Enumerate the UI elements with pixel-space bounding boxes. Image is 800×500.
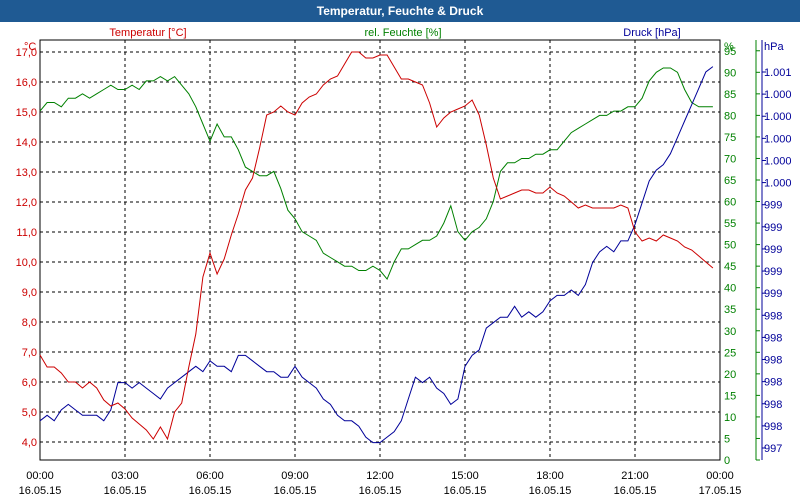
series-line-press: [39, 66, 714, 444]
pressure-tick-label: 999: [764, 222, 782, 234]
humidity-tick-label: 70: [724, 153, 736, 165]
plot-border: [39, 39, 721, 461]
axis-titles: Temperatur [°C] rel. Feuchte [%] Druck [hP…: [24, 27, 784, 53]
humidity-axis-title: rel. Feuchte [%]: [364, 27, 441, 39]
humidity-tick-label: 75: [724, 132, 736, 144]
humidity-tick-label: 65: [724, 175, 736, 187]
plot-frame: [39, 39, 763, 461]
humidity-tick-label: 35: [724, 304, 736, 316]
temp-tick-label: 6,0: [22, 377, 37, 389]
humidity-tick-label: 50: [724, 240, 736, 252]
time-tick-label: 00:00: [706, 470, 734, 482]
humidity-axis: 0 5 10 15 20 25 30 35 40 45 50 55 60 65 70 75 80 85 90 95: [724, 46, 760, 467]
series-line-temp: [39, 51, 714, 441]
temp-tick-label: 4,0: [22, 437, 37, 449]
pressure-tick-label: 999: [764, 200, 782, 212]
pressure-tick-label: 999: [764, 244, 782, 256]
time-tick-label: 21:00: [621, 470, 649, 482]
date-tick-label: 16.05.15: [274, 485, 317, 497]
pressure-tick-label: 1.001: [764, 67, 792, 79]
pressure-tick-label: 1.000: [764, 89, 792, 101]
humidity-tick-label: 5: [724, 433, 730, 445]
temp-tick-label: 5,0: [22, 407, 37, 419]
temp-axis: 4,0 5,0 6,0 7,0 8,0 9,0 10,0 11,0 12,0 13,0 14,0 15…: [16, 47, 37, 449]
time-tick-label: 15:00: [451, 470, 479, 482]
pressure-tick-label: 1.000: [764, 178, 792, 190]
temp-tick-label: 12,0: [16, 197, 37, 209]
time-tick-label: 12:00: [366, 470, 394, 482]
date-tick-label: 16.05.15: [359, 485, 402, 497]
pressure-tick-label: 998: [764, 332, 782, 344]
humidity-tick-label: 85: [724, 89, 736, 101]
humidity-tick-label: 20: [724, 369, 736, 381]
time-tick-label: 06:00: [196, 470, 224, 482]
series-line-hum: [39, 67, 713, 281]
humidity-tick-label: 45: [724, 261, 736, 273]
temp-tick-label: 16,0: [16, 77, 37, 89]
pressure-axis: 997 998 998 998 998 998 998 999 999 999 999 999 1.00…: [762, 67, 792, 455]
temp-tick-label: 13,0: [16, 167, 37, 179]
temp-tick-label: 14,0: [16, 137, 37, 149]
time-tick-label: 09:00: [281, 470, 309, 482]
humidity-tick-label: 15: [724, 390, 736, 402]
temp-tick-label: 8,0: [22, 317, 37, 329]
temp-tick-label: 10,0: [16, 257, 37, 269]
chart-title: Temperatur, Feuchte & Druck: [0, 0, 800, 22]
pressure-tick-label: 1.000: [764, 111, 792, 123]
pressure-tick-label: 998: [764, 310, 782, 322]
time-tick-label: 03:00: [111, 470, 139, 482]
date-tick-label: 16.05.15: [104, 485, 147, 497]
date-tick-label: 17.05.15: [699, 485, 742, 497]
temp-tick-label: 7,0: [22, 347, 37, 359]
temp-tick-label: 17,0: [16, 47, 37, 59]
humidity-tick-label: 60: [724, 197, 736, 209]
time-tick-label: 00:00: [26, 470, 54, 482]
pressure-tick-label: 999: [764, 288, 782, 300]
pressure-axis-title: Druck [hPa]: [623, 27, 680, 39]
pressure-tick-label: 998: [764, 355, 782, 367]
date-tick-label: 16.05.15: [444, 485, 487, 497]
temp-tick-label: 11,0: [16, 227, 37, 239]
time-axis: 00:00 16.05.15 03:00 16.05.15 06:00 16.05.15 0…: [19, 470, 742, 497]
temp-axis-title: Temperatur [°C]: [109, 27, 186, 39]
humidity-unit-label: %: [724, 41, 734, 53]
humidity-tick-label: 0: [724, 455, 730, 467]
temp-tick-label: 9,0: [22, 287, 37, 299]
temp-unit-label: °C: [24, 41, 36, 53]
humidity-tick-label: 55: [724, 218, 736, 230]
humidity-tick-label: 10: [724, 412, 736, 424]
pressure-tick-label: 998: [764, 377, 782, 389]
temp-tick-label: 15,0: [16, 107, 37, 119]
pressure-tick-label: 997: [764, 443, 782, 455]
pressure-tick-label: 1.000: [764, 155, 792, 167]
time-tick-label: 18:00: [536, 470, 564, 482]
pressure-tick-label: 1.000: [764, 133, 792, 145]
date-tick-label: 16.05.15: [529, 485, 572, 497]
pressure-tick-label: 998: [764, 421, 782, 433]
humidity-tick-label: 25: [724, 347, 736, 359]
humidity-tick-label: 95: [724, 46, 736, 58]
pressure-tick-label: 998: [764, 399, 782, 411]
humidity-tick-label: 30: [724, 326, 736, 338]
grid: [40, 40, 720, 460]
pressure-unit-label: hPa: [764, 41, 784, 53]
series-lines: [39, 51, 714, 444]
date-tick-label: 16.05.15: [189, 485, 232, 497]
date-tick-label: 16.05.15: [19, 485, 62, 497]
humidity-tick-label: 40: [724, 283, 736, 295]
humidity-tick-label: 90: [724, 67, 736, 79]
pressure-tick-label: 999: [764, 266, 782, 278]
date-tick-label: 16.05.15: [614, 485, 657, 497]
humidity-tick-label: 80: [724, 110, 736, 122]
